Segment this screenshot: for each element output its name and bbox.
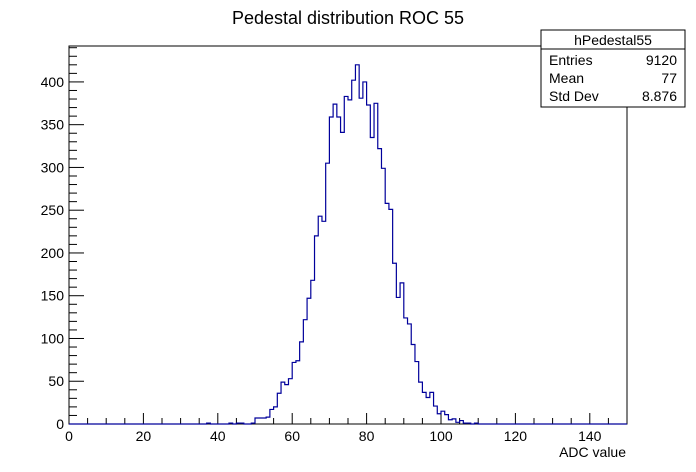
stats-title: hPedestal55 [574,32,652,48]
y-tick-label: 50 [48,373,64,389]
x-tick-label: 60 [284,428,300,444]
x-tick-label: 140 [578,428,602,444]
y-tick-label: 400 [41,74,65,90]
x-tick-label: 0 [65,428,73,444]
stats-stddev-value: 8.876 [642,88,677,104]
stats-mean-label: Mean [549,70,584,86]
stats-stddev-label: Std Dev [549,88,599,104]
y-tick-label: 350 [41,117,65,133]
y-tick-label: 0 [56,416,64,432]
x-tick-label: 40 [210,428,226,444]
stats-entries-value: 9120 [646,52,677,68]
stats-box: hPedestal55 Entries 9120 Mean 77 Std Dev… [540,29,686,108]
chart-title: Pedestal distribution ROC 55 [232,8,464,28]
x-tick-label: 120 [504,428,528,444]
y-tick-label: 100 [41,330,65,346]
x-tick-label: 100 [429,428,453,444]
stats-mean-value: 77 [661,70,677,86]
x-axis-label: ADC value [559,444,626,460]
axes: 0 20 40 60 80 100 120 140 0 50 100 150 200 250 300 350 4… [41,47,628,444]
y-tick-label: 250 [41,202,65,218]
stats-entries-label: Entries [549,52,593,68]
y-tick-label: 200 [41,245,65,261]
y-tick-label: 300 [41,159,65,175]
histogram-line [69,64,627,425]
x-tick-label: 80 [359,428,375,444]
x-tick-label: 20 [136,428,152,444]
y-tick-label: 150 [41,288,65,304]
